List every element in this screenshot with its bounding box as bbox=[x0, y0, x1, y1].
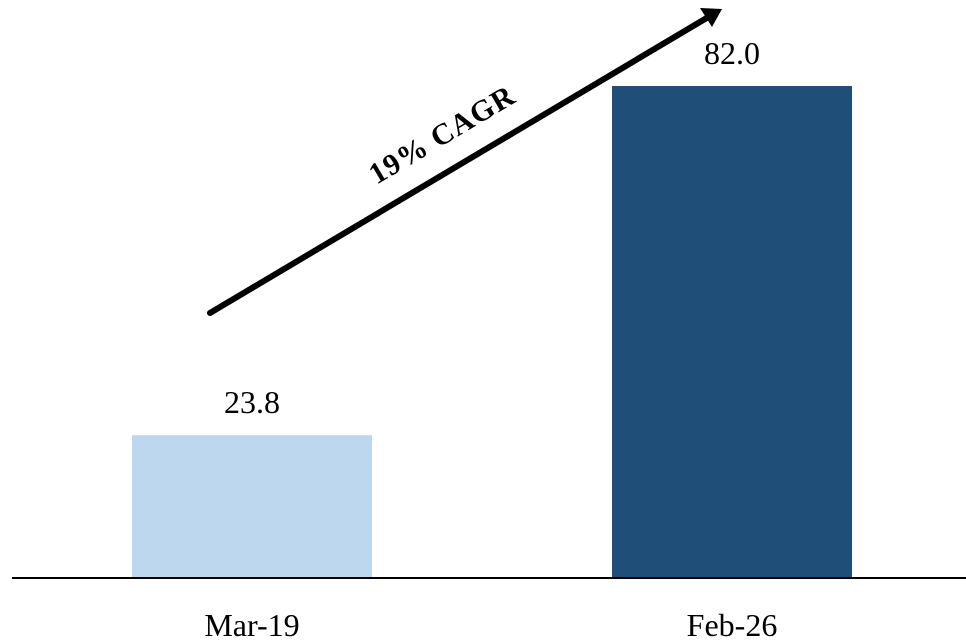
category-labels-group: Mar-19 Feb-26 bbox=[204, 607, 777, 642]
bars-group bbox=[132, 86, 852, 578]
category-label-mar-19: Mar-19 bbox=[204, 607, 299, 642]
value-label-feb-26: 82.0 bbox=[704, 35, 760, 71]
cagr-arrow bbox=[207, 13, 713, 316]
value-label-mar-19: 23.8 bbox=[224, 384, 280, 420]
category-label-feb-26: Feb-26 bbox=[687, 607, 778, 642]
bar-feb-26 bbox=[612, 86, 852, 578]
cagr-arrowhead bbox=[700, 8, 722, 27]
value-labels-group: 23.8 82.0 bbox=[224, 35, 760, 420]
bar-mar-19 bbox=[132, 435, 372, 578]
